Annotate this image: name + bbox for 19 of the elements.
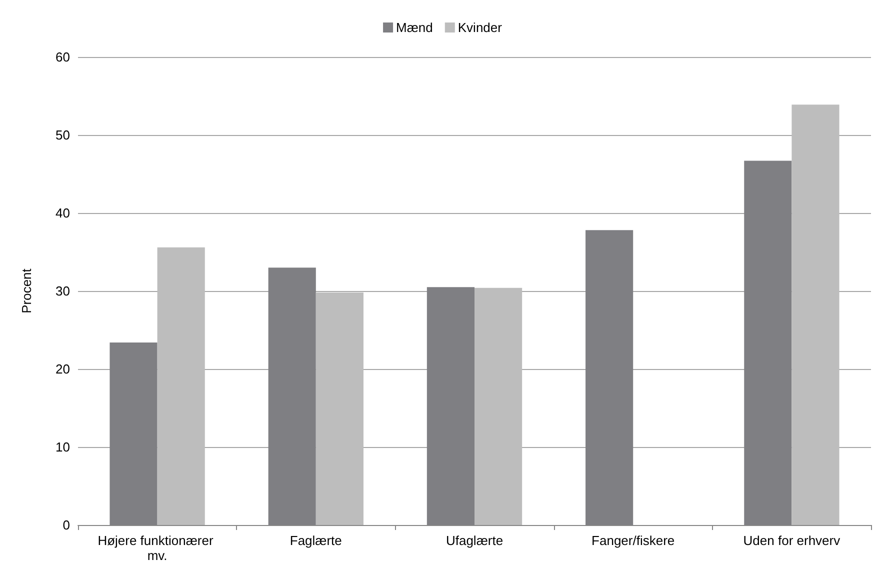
legend-label: Mænd — [396, 20, 433, 35]
bar — [157, 247, 205, 525]
bar — [316, 292, 364, 525]
x-tick-label: Uden for erhverv — [743, 533, 841, 548]
x-tick-label: Højere funktionærer mv. — [98, 533, 217, 563]
bar — [792, 104, 840, 525]
y-tick-label: 10 — [56, 440, 70, 454]
x-tick-label: Ufaglærte — [446, 533, 504, 548]
y-tick-label: 20 — [56, 362, 70, 376]
y-axis-title: Procent — [19, 268, 34, 314]
y-tick-label: 0 — [62, 518, 70, 532]
bar — [474, 288, 522, 525]
y-tick-label: 40 — [56, 206, 70, 220]
x-tick-label: Faglærte — [290, 533, 342, 548]
y-tick-label: 50 — [56, 128, 70, 142]
y-tick-label: 30 — [56, 284, 70, 298]
legend-label: Kvinder — [458, 20, 503, 35]
y-tick-label: 60 — [56, 50, 70, 64]
x-tick-label: Fanger/fiskere — [592, 533, 675, 548]
